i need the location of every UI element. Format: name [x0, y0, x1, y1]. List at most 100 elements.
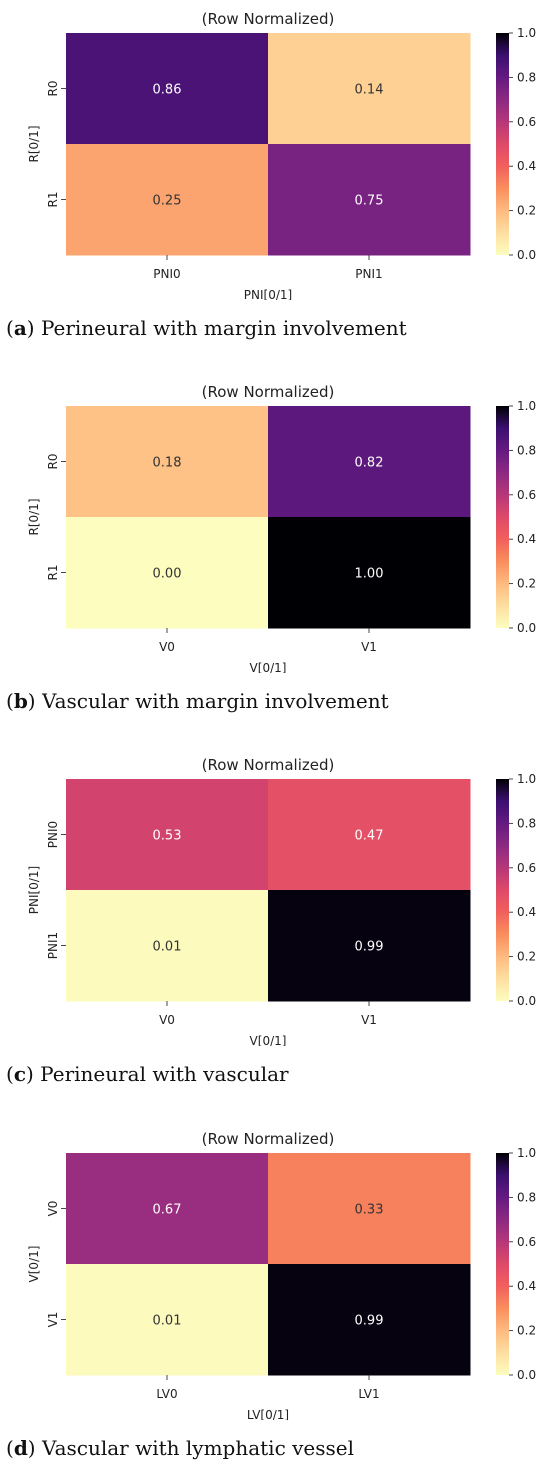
heatmap-cell — [66, 1153, 269, 1265]
cell-value-label: 0.25 — [153, 194, 182, 209]
x-axis-label: V[0/1] — [250, 1034, 287, 1046]
caption-d: (d) Vascular with lymphatic vessel — [6, 1436, 355, 1460]
caption-letter: b — [13, 689, 28, 713]
colorbar-tick-label: 0.4 — [517, 1279, 536, 1293]
caption-a: (a) Perineural with margin involvement — [6, 316, 407, 340]
heatmap-cell — [268, 144, 471, 256]
heatmap-cell — [66, 406, 269, 518]
y-tick-label: R0 — [46, 454, 60, 470]
colorbar-tick-label: 0.4 — [517, 532, 536, 546]
cell-value-label: 0.18 — [153, 456, 182, 471]
cell-value-label: 0.00 — [153, 567, 182, 582]
x-tick-label: V1 — [361, 640, 377, 654]
colorbar-tick-label: 0.8 — [517, 70, 536, 84]
cell-value-label: 0.33 — [355, 1203, 384, 1218]
heatmap-cell — [66, 33, 269, 145]
cell-value-label: 0.82 — [355, 456, 384, 471]
heatmap-cell — [268, 517, 471, 629]
heatmap-cell — [268, 1153, 471, 1265]
caption-text: Vascular with lymphatic vessel — [41, 1436, 355, 1460]
colorbar-tick-label: 0.4 — [517, 159, 536, 173]
colorbar-tick-label: 1.0 — [517, 1146, 536, 1160]
y-tick-label: R1 — [46, 192, 60, 208]
heatmap-cell — [268, 1264, 471, 1376]
y-tick-label: PNI1 — [46, 932, 60, 959]
cell-value-label: 0.47 — [355, 829, 384, 844]
colorbar-tick-label: 0.6 — [517, 1235, 536, 1249]
chart-title: (Row Normalized) — [202, 1130, 335, 1148]
y-axis-label: V[0/1] — [27, 1246, 41, 1283]
chart-title: (Row Normalized) — [202, 10, 335, 28]
caption-text: Perineural with vascular — [40, 1062, 289, 1086]
colorbar-tick-label: 0.2 — [517, 950, 536, 964]
y-tick-label: V1 — [46, 1312, 60, 1328]
cell-value-label: 0.01 — [153, 1314, 182, 1329]
colorbar-tick-label: 0.2 — [517, 1324, 536, 1338]
x-tick-label: V1 — [361, 1013, 377, 1027]
heatmap-panel-c: (Row Normalized) 0.53 0.47 0.01 0.99 V0 V1 PNI0… — [27, 756, 536, 1046]
caption-c: (c) Perineural with vascular — [6, 1062, 289, 1086]
colorbar-tick-label: 0.6 — [517, 861, 536, 875]
cell-value-label: 0.86 — [153, 83, 182, 98]
x-tick-label: LV1 — [358, 1387, 379, 1401]
y-tick-label: R0 — [46, 81, 60, 97]
heatmap-cell — [268, 33, 471, 145]
y-tick-label: R1 — [46, 565, 60, 581]
colorbar-tick-label: 0.2 — [517, 204, 536, 218]
chart-title: (Row Normalized) — [202, 383, 335, 401]
heatmap-cell — [66, 890, 269, 1002]
colorbar-gradient — [496, 33, 509, 255]
heatmap-panel-b: (Row Normalized) 0.18 0.82 0.00 1.00 V0 V1 R0 R1… — [27, 383, 536, 673]
caption-letter: d — [13, 1436, 28, 1460]
y-axis-label: R[0/1] — [27, 498, 41, 535]
cell-value-label: 0.53 — [153, 829, 182, 844]
caption-text: Perineural with margin involvement — [40, 316, 407, 340]
colorbar-tick-label: 0.0 — [517, 621, 536, 635]
heatmap-cell — [66, 779, 269, 891]
caption-letter: c — [13, 1062, 26, 1086]
y-axis-label: R[0/1] — [27, 125, 41, 162]
colorbar-tick-label: 0.4 — [517, 905, 536, 919]
colorbar-gradient — [496, 779, 509, 1001]
heatmap-cell — [66, 144, 269, 256]
heatmap-cell — [268, 406, 471, 518]
y-tick-label: PNI0 — [46, 821, 60, 848]
cell-value-label: 0.99 — [355, 1314, 384, 1329]
caption-letter: a — [13, 316, 27, 340]
x-tick-label: PNI1 — [355, 267, 382, 281]
x-tick-label: V0 — [159, 1013, 175, 1027]
x-axis-label: V[0/1] — [250, 661, 287, 673]
colorbar-tick-label: 0.8 — [517, 816, 536, 830]
x-tick-label: LV0 — [156, 1387, 177, 1401]
colorbar-tick-label: 1.0 — [517, 772, 536, 786]
colorbar-tick-label: 1.0 — [517, 26, 536, 40]
colorbar-tick-label: 0.6 — [517, 488, 536, 502]
heatmap-cell — [66, 517, 269, 629]
cell-value-label: 0.01 — [153, 940, 182, 955]
cell-value-label: 0.75 — [355, 194, 384, 209]
x-axis-label: PNI[0/1] — [244, 288, 292, 300]
heatmap-panel-a: (Row Normalized) 0.86 0.14 0.25 0.75 PNI0 PNI1… — [27, 10, 536, 300]
colorbar-tick-label: 0.8 — [517, 1190, 536, 1204]
cell-value-label: 0.67 — [153, 1203, 182, 1218]
colorbar-tick-label: 1.0 — [517, 399, 536, 413]
x-tick-label: V0 — [159, 640, 175, 654]
colorbar-gradient — [496, 1153, 509, 1375]
caption-b: (b) Vascular with margin involvement — [6, 689, 389, 713]
chart-title: (Row Normalized) — [202, 756, 335, 774]
heatmap-cell — [268, 890, 471, 1002]
colorbar-tick-label: 0.8 — [517, 443, 536, 457]
colorbar-tick-label: 0.0 — [517, 1368, 536, 1382]
colorbar-tick-label: 0.2 — [517, 577, 536, 591]
y-tick-label: V0 — [46, 1201, 60, 1217]
colorbar-tick-label: 0.6 — [517, 115, 536, 129]
colorbar-tick-label: 0.0 — [517, 994, 536, 1008]
cell-value-label: 1.00 — [355, 567, 384, 582]
cell-value-label: 0.14 — [355, 83, 384, 98]
x-axis-label: LV[0/1] — [247, 1408, 289, 1420]
colorbar-gradient — [496, 406, 509, 628]
caption-text: Vascular with margin involvement — [41, 689, 389, 713]
colorbar-tick-label: 0.0 — [517, 248, 536, 262]
heatmap-cell — [268, 779, 471, 891]
